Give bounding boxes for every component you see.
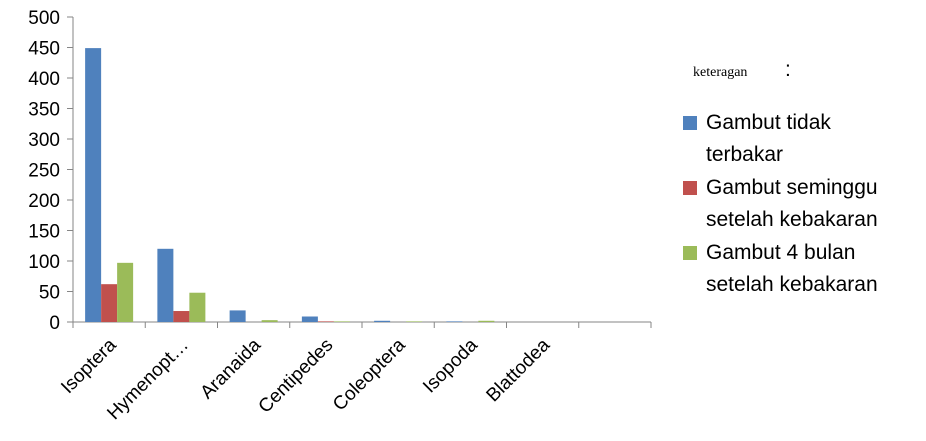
y-tick-label: 450 [28, 39, 60, 60]
y-tick-label: 400 [28, 69, 60, 90]
y-tick-label: 200 [28, 191, 60, 212]
legend-label: Gambut tidak [706, 111, 831, 134]
x-category-label: Coleoptera [329, 334, 410, 415]
x-category-label: Isopoda [419, 334, 482, 397]
bar [478, 320, 495, 322]
y-tick-label: 350 [28, 100, 60, 121]
bar [157, 248, 174, 322]
legend-label: Gambut 4 bulan [706, 241, 855, 264]
legend-swatch [683, 246, 697, 260]
x-category-label: Isoptera [57, 334, 121, 398]
bar [229, 310, 246, 322]
bar [173, 311, 190, 322]
legend-swatch [683, 181, 697, 195]
y-tick-label: 250 [28, 161, 60, 182]
legend-label: Gambut seminggu [706, 176, 878, 199]
y-tick-label: 50 [39, 283, 60, 304]
y-tick-label: 300 [28, 130, 60, 151]
y-tick-label: 100 [28, 252, 60, 273]
y-tick-label: 0 [49, 313, 60, 334]
y-tick-label: 150 [28, 222, 60, 243]
x-category-label: Aranaida [197, 334, 266, 403]
legend: keteragan : Gambut tidak terbakar Gambut s… [683, 58, 878, 296]
bar [446, 321, 463, 322]
bar [374, 320, 391, 322]
x-category-label: Blattodea [483, 334, 555, 406]
legend-label: terbakar [706, 143, 783, 166]
bar [261, 320, 278, 322]
bar [301, 316, 318, 322]
legend-colon: : [785, 58, 791, 81]
bar [117, 262, 134, 322]
plot-area: 050100150200250300350400450500IsopteraHy… [28, 8, 652, 424]
y-tick-label: 500 [28, 8, 60, 29]
legend-label: setelah kebakaran [706, 273, 878, 296]
bar [85, 48, 102, 323]
bar [406, 321, 423, 322]
legend-swatch [683, 116, 697, 130]
bar [333, 321, 350, 322]
legend-label: setelah kebakaran [706, 208, 878, 231]
bar [101, 284, 118, 322]
bar [189, 292, 206, 322]
x-category-label: Centipedes [255, 335, 338, 418]
legend-title: keteragan [693, 65, 747, 80]
bar [317, 321, 334, 322]
